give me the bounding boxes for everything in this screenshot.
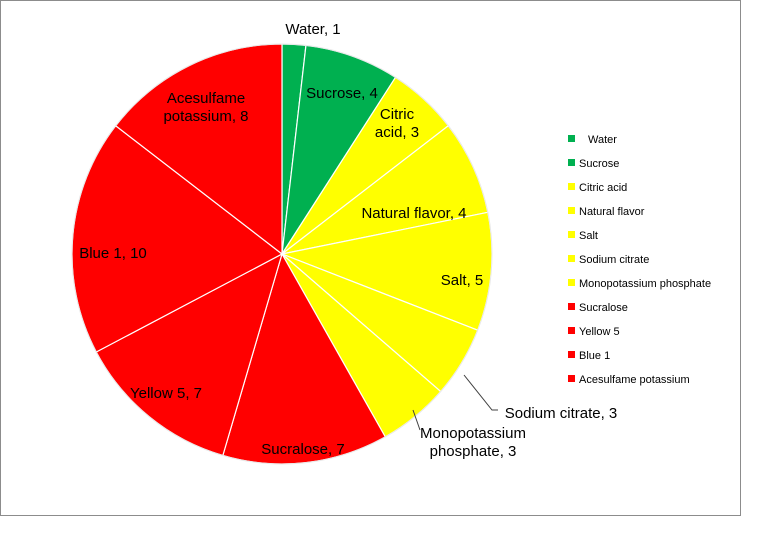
data-label-natural-flavor: Natural flavor, 4 <box>361 205 466 222</box>
legend-label-sodium-citrate: Sodium citrate <box>579 254 649 266</box>
pie-outline <box>71 43 493 465</box>
legend-swatch-sucralose <box>568 303 575 310</box>
legend-swatch-water <box>568 135 575 142</box>
legend-swatch-monopotassium-phosphate <box>568 279 575 286</box>
legend-label-sucralose: Sucralose <box>579 302 628 314</box>
legend-swatch-blue-1 <box>568 351 575 358</box>
legend-label-water: Water <box>588 134 617 146</box>
legend-swatch-sucrose <box>568 159 575 166</box>
legend-label-yellow-5: Yellow 5 <box>579 326 620 338</box>
data-label-salt: Salt, 5 <box>441 272 484 289</box>
legend: Water Sucrose Citric acid Natural flavor Sal… <box>568 134 711 386</box>
legend-label-acesulfame-potassium: Acesulfame potassium <box>579 374 690 386</box>
data-label-monopotassium-phosphate: Monopotassium phosphate, 3 <box>420 425 526 460</box>
data-label-sodium-citrate: Sodium citrate, 3 <box>505 405 618 422</box>
legend-swatch-citric-acid <box>568 183 575 190</box>
legend-label-citric-acid: Citric acid <box>579 182 627 194</box>
data-label-citric-acid: Citric acid, 3 <box>375 106 419 141</box>
leader-line-monopotassium-phosphate <box>412 409 421 431</box>
legend-swatch-acesulfame-potassium <box>568 375 575 382</box>
legend-swatch-yellow-5 <box>568 327 575 334</box>
legend-label-salt: Salt <box>579 230 598 242</box>
legend-label-monopotassium-phosphate: Monopotassium phosphate <box>579 278 711 290</box>
data-labels: Water, 1 Sucrose, 4 Citric acid, 3 Natural f… <box>79 21 617 460</box>
legend-swatch-salt <box>568 231 575 238</box>
legend-label-natural-flavor: Natural flavor <box>579 206 645 218</box>
data-label-water: Water, 1 <box>285 21 340 38</box>
data-label-acesulfame-potassium: Acesulfame potassium, 8 <box>163 90 248 125</box>
legend-label-blue-1: Blue 1 <box>579 350 610 362</box>
data-label-blue-1: Blue 1, 10 <box>79 245 147 262</box>
leader-lines <box>412 374 498 431</box>
legend-swatch-natural-flavor <box>568 207 575 214</box>
pie-slices <box>71 43 493 465</box>
leader-line-sodium-citrate <box>463 374 498 411</box>
legend-label-sucrose: Sucrose <box>579 158 619 170</box>
data-label-yellow-5: Yellow 5, 7 <box>130 385 202 402</box>
data-label-sucralose: Sucralose, 7 <box>261 441 344 458</box>
legend-swatch-sodium-citrate <box>568 255 575 262</box>
data-label-sucrose: Sucrose, 4 <box>306 85 378 102</box>
